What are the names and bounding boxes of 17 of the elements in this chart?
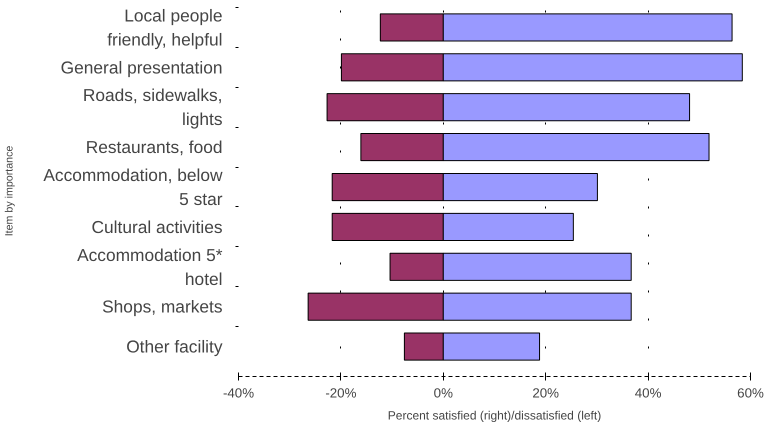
y-tick-label: Cultural activities xyxy=(92,216,223,237)
y-tick-label: Local people friendly, helpful xyxy=(107,5,223,50)
x-tick-label: -20% xyxy=(325,386,357,400)
x-tick-label: 60% xyxy=(737,386,764,400)
y-tick-label: Accommodation, below 5 star xyxy=(43,165,223,210)
x-tick-label: 40% xyxy=(634,386,662,400)
x-axis-title: Percent satisfied (right)/dissatisfied (left) xyxy=(388,408,602,422)
y-tick-label: Shops, markets xyxy=(102,296,223,317)
y-tick-label: Accommodation 5* hotel xyxy=(77,244,223,289)
y-tick-label: Roads, sidewalks, lights xyxy=(82,85,223,130)
x-tick-label: 20% xyxy=(532,386,560,400)
x-tick-label: -40% xyxy=(222,386,254,400)
y-tick-label: Other facility xyxy=(126,336,223,357)
y-tick-label: Restaurants, food xyxy=(86,137,222,158)
x-tick-label: 0% xyxy=(434,386,454,400)
y-axis-title: Item by importance xyxy=(3,146,16,236)
y-tick-label: General presentation xyxy=(60,57,223,78)
